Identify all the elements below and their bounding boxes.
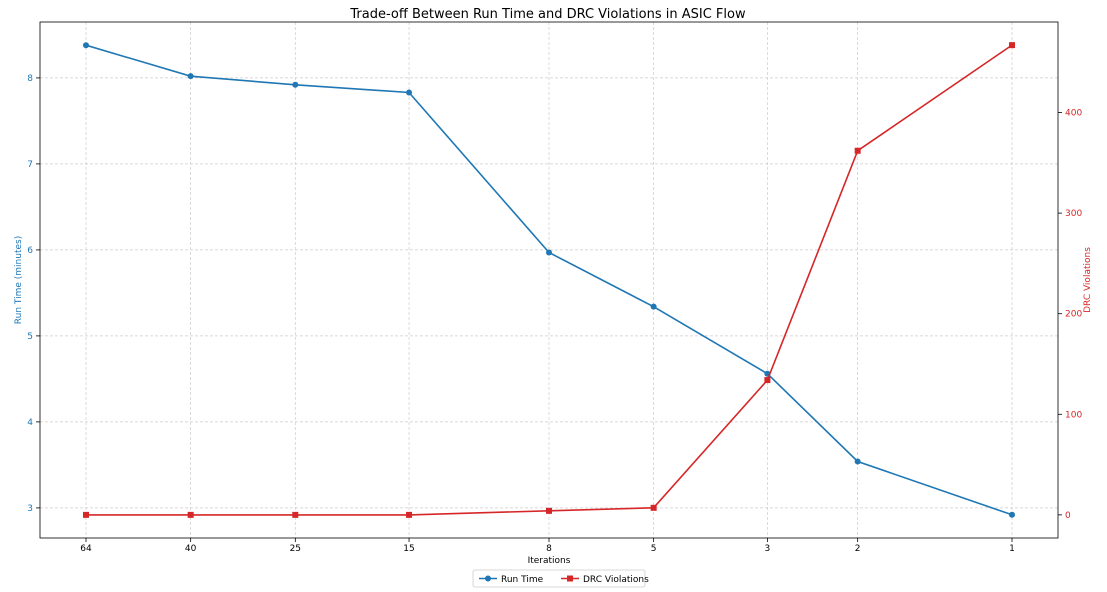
y-left-tick-label: 5: [27, 332, 33, 342]
legend: Run Time DRC Violations: [472, 569, 649, 588]
x-tick-label: 2: [855, 544, 861, 554]
data-point: [1009, 42, 1015, 49]
y-right-tick-label: 100: [1065, 410, 1082, 420]
data-point: [187, 73, 194, 80]
data-point: [854, 147, 861, 154]
legend-box: [472, 569, 646, 588]
series-drc-violations: [83, 42, 1015, 518]
data-point: [406, 89, 413, 96]
y-right-tick-label: 200: [1065, 310, 1082, 320]
data-point: [546, 507, 552, 514]
x-tick-label: 15: [403, 544, 414, 554]
data-point: [650, 504, 657, 511]
y-left-tick-label: 8: [27, 74, 33, 84]
series-layer: [83, 42, 1015, 518]
x-tick-label: 5: [651, 544, 657, 554]
legend-drc-label: DRC Violations: [583, 575, 649, 585]
y-axis-left-label: Run Time (minutes): [14, 236, 24, 324]
legend-run-time-label: Run Time: [501, 575, 544, 585]
y-left-tick-label: 7: [27, 160, 33, 170]
data-point: [187, 511, 194, 518]
data-point: [546, 249, 552, 256]
x-tick-label: 40: [185, 544, 197, 554]
series-run-time: [83, 42, 1015, 518]
data-point: [83, 42, 89, 49]
grid: [40, 22, 1058, 538]
chart-title: Trade-off Between Run Time and DRC Viola…: [349, 7, 746, 22]
data-point: [406, 511, 413, 518]
y-right-tick-label: 400: [1065, 109, 1082, 119]
data-point: [292, 511, 299, 518]
legend-run-time-marker: [485, 575, 491, 582]
legend-drc-marker: [567, 575, 573, 582]
x-tick-label: 3: [765, 544, 771, 554]
x-tick-label: 64: [80, 544, 92, 554]
data-point: [854, 458, 861, 465]
x-tick-label: 1: [1009, 544, 1015, 554]
data-point: [83, 511, 89, 518]
y-left-tick-label: 4: [27, 418, 33, 428]
x-tick-label: 25: [290, 544, 301, 554]
data-point: [764, 377, 771, 384]
data-point: [1009, 511, 1015, 518]
data-point: [650, 303, 657, 310]
y-right-tick-label: 0: [1065, 511, 1071, 521]
y-right-tick-label: 300: [1065, 209, 1082, 219]
y-axis-right-label: DRC Violations: [1083, 247, 1093, 313]
y-left-tick-label: 3: [27, 504, 33, 514]
x-tick-label: 8: [546, 544, 552, 554]
axes: 64 40 25 15 8 5 3 2 1 3 4 5 6 7 8 0 100 200 300 400: [27, 74, 1082, 554]
data-point: [292, 81, 299, 88]
y-left-tick-label: 6: [27, 246, 33, 256]
x-axis-label: Iterations: [528, 556, 571, 566]
